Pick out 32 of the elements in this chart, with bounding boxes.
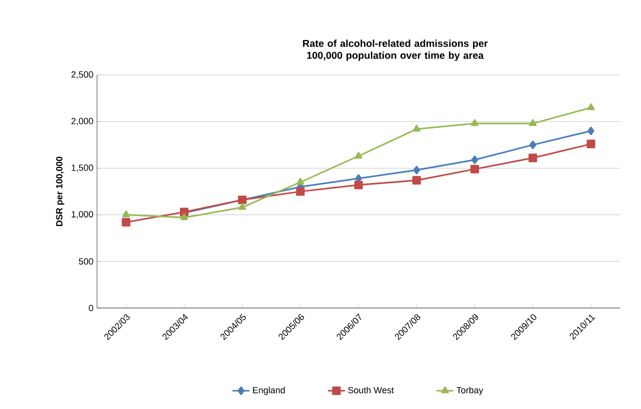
legend-label: Torbay	[456, 386, 484, 396]
point	[588, 126, 594, 136]
y-tick-label: 0	[88, 304, 94, 312]
point	[296, 178, 304, 185]
point	[470, 119, 479, 126]
point	[412, 124, 420, 132]
y-tick-label: 1,500	[72, 164, 94, 172]
y-tick-label: 500	[78, 258, 94, 265]
y-tick-label: 2,000	[71, 118, 94, 126]
point	[587, 103, 595, 110]
legend-label: England	[253, 386, 285, 396]
point	[180, 213, 188, 220]
y-axis-title: DSR per 100,000	[56, 156, 64, 226]
point	[354, 152, 362, 159]
point	[296, 187, 305, 196]
point	[529, 140, 536, 150]
legend-label: South West	[348, 386, 394, 394]
point	[122, 218, 130, 227]
y-tick-label: 2,500	[71, 71, 94, 79]
chart-title: Rate of alcohol-related admissions per 100,000 population over time by area	[303, 40, 488, 61]
y-tick-label: 1,000	[72, 211, 94, 218]
point	[471, 156, 478, 164]
point	[412, 176, 421, 185]
point	[528, 154, 538, 162]
point	[413, 166, 420, 174]
point	[238, 196, 247, 204]
point	[238, 203, 246, 210]
point	[529, 119, 537, 126]
point	[470, 164, 480, 174]
point	[122, 210, 130, 218]
point	[354, 180, 363, 190]
point	[586, 140, 596, 148]
